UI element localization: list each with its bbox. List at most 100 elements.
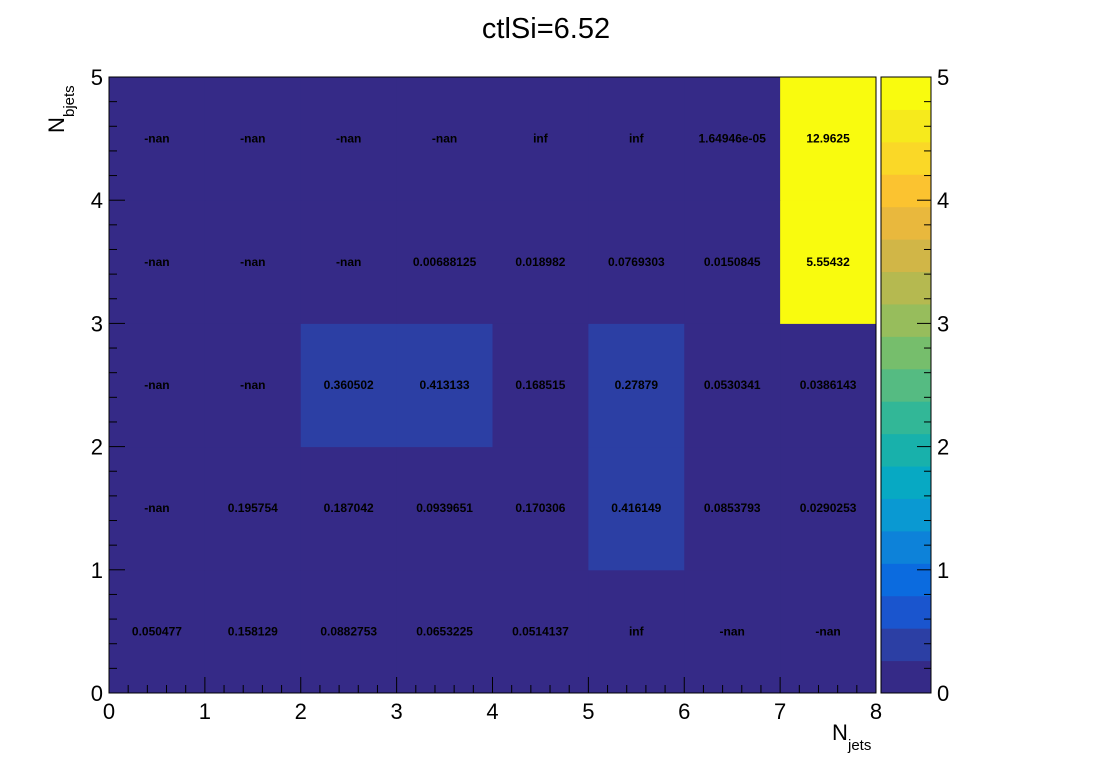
x-tick-label: 7 — [774, 699, 786, 724]
heatmap-cell — [109, 77, 206, 201]
y-axis-title: N bjets — [44, 85, 78, 133]
heatmap-cell — [780, 77, 877, 201]
x-axis-title: N jets — [832, 720, 871, 754]
cell-value-label: -nan — [432, 132, 457, 146]
heatmap-cell — [204, 77, 302, 201]
heatmap-cell — [780, 323, 877, 448]
cell-value-label: inf — [629, 132, 645, 146]
palette-swatch — [881, 466, 931, 499]
heatmap-cell — [684, 323, 781, 448]
cell-value-label: -nan — [240, 255, 265, 269]
palette-swatch — [881, 206, 931, 240]
heatmap-cell — [684, 446, 781, 571]
y-tick-label: 5 — [91, 65, 103, 90]
cell-value-label: -nan — [815, 624, 840, 638]
cell-value-label: 0.416149 — [611, 501, 661, 515]
cell-value-label: -nan — [720, 624, 745, 638]
heatmap-cell — [396, 77, 493, 201]
y-axis-title-sub: bjets — [61, 85, 78, 117]
palette-swatch — [881, 595, 931, 629]
cell-value-label: 0.0653225 — [416, 624, 473, 638]
palette-swatch — [881, 336, 931, 370]
palette-swatch — [881, 660, 931, 694]
heatmap-cell — [780, 446, 877, 571]
palette-swatch — [881, 303, 931, 337]
cell-value-label: 0.0514137 — [512, 624, 569, 638]
cell-value-label: inf — [533, 132, 549, 146]
x-tick-label: 8 — [870, 699, 882, 724]
cell-value-label: 0.0530341 — [704, 378, 761, 392]
palette-tick-label: 4 — [937, 188, 949, 213]
heatmap-cell — [109, 200, 206, 324]
cell-value-label: 0.0769303 — [608, 255, 665, 269]
cell-value-label: 0.360502 — [324, 378, 374, 392]
heatmap-cell — [300, 446, 398, 571]
cell-value-label: 0.195754 — [228, 501, 278, 515]
heatmap-cell — [300, 569, 398, 694]
heatmap-cell — [109, 323, 206, 448]
cell-value-label: -nan — [144, 501, 169, 515]
heatmap-cell — [684, 77, 781, 201]
palette-swatch — [881, 77, 931, 110]
x-tick-label: 6 — [678, 699, 690, 724]
chart-title: ctlSi=6.52 — [482, 13, 610, 45]
cell-value-labels: 0.050477 0.158129 0.0882753 0.0653225 0.0514… — [132, 132, 857, 639]
heatmap-cell — [588, 77, 685, 201]
cell-value-label: -nan — [144, 132, 169, 146]
cell-value-label: 1.64946e-05 — [698, 132, 766, 146]
heatmap-cell — [396, 323, 493, 448]
heatmap-cell — [204, 569, 302, 694]
cell-value-label: -nan — [240, 132, 265, 146]
x-tick-label: 5 — [582, 699, 594, 724]
cell-value-label: 0.27879 — [615, 378, 659, 392]
heatmap-cell — [492, 446, 589, 571]
palette-swatch — [881, 628, 931, 662]
cell-value-label: 0.018982 — [515, 255, 565, 269]
cell-value-label: 0.050477 — [132, 624, 182, 638]
cell-value-label: -nan — [144, 378, 169, 392]
x-axis-title-sub: jets — [847, 737, 871, 754]
cell-value-label: 0.0150845 — [704, 255, 761, 269]
heatmap-cell — [109, 569, 206, 694]
y-tick-label: 2 — [91, 435, 103, 460]
y-axis-title-main: N — [44, 117, 69, 133]
heatmap-cell — [300, 323, 398, 448]
heatmap-cell — [492, 323, 589, 448]
heatmap-cell — [684, 569, 781, 694]
y-tick-label: 3 — [91, 311, 103, 336]
heatmap-cell — [396, 200, 493, 324]
heatmap-cell — [204, 200, 302, 324]
heatmap-cell — [588, 569, 685, 694]
x-tick-label: 4 — [486, 699, 498, 724]
palette-tick-label: 2 — [937, 435, 949, 460]
heatmap-cell — [684, 200, 781, 324]
cell-value-label: 0.413133 — [420, 378, 470, 392]
palette-swatch — [881, 368, 931, 402]
heatmap-cell — [780, 569, 877, 694]
cell-value-label: 0.0882753 — [320, 624, 377, 638]
heatmap-cell — [492, 200, 589, 324]
palette-swatch — [881, 109, 931, 143]
color-palette-bar: 0 1 2 3 4 5 — [880, 65, 949, 706]
palette-tick-label: 5 — [937, 65, 949, 90]
palette-swatch — [881, 239, 931, 273]
palette-swatch — [881, 498, 931, 532]
heatmap-cell — [588, 446, 685, 571]
heatmap-cells — [109, 77, 877, 694]
cell-value-label: 0.0386143 — [800, 378, 857, 392]
x-tick-label: 3 — [391, 699, 403, 724]
heatmap-cell — [204, 446, 302, 571]
x-tick-label: 1 — [199, 699, 211, 724]
cell-value-label: 0.158129 — [228, 624, 278, 638]
cell-value-label: 0.168515 — [515, 378, 565, 392]
palette-swatch — [881, 530, 931, 564]
heatmap-cell — [780, 200, 877, 324]
cell-value-label: 0.187042 — [324, 501, 374, 515]
plot-axes: 0 1 2 3 4 5 6 7 8 0 1 2 3 4 5 — [91, 65, 882, 724]
x-tick-label: 2 — [295, 699, 307, 724]
palette-swatch — [881, 271, 931, 305]
heatmap-cell — [204, 323, 302, 448]
cell-value-label: inf — [629, 624, 645, 638]
heatmap-cell — [396, 446, 493, 571]
